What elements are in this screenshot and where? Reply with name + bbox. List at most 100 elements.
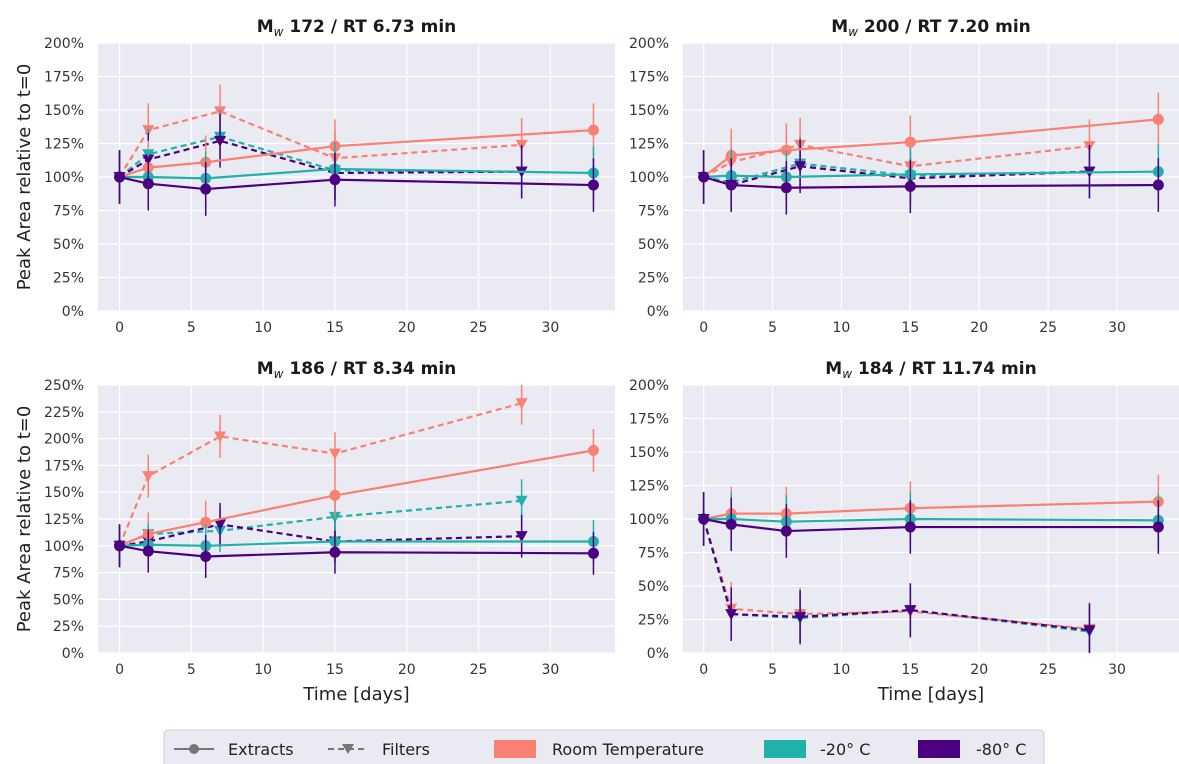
x-tick-label: 20 bbox=[398, 662, 416, 678]
series-extracts-m80 bbox=[698, 150, 1164, 215]
x-tick-label: 5 bbox=[187, 662, 196, 678]
y-tick-label: 50% bbox=[638, 579, 669, 595]
y-tick-label: 0% bbox=[647, 646, 669, 662]
legend-item-minus80: -80° C bbox=[918, 740, 1026, 759]
data-point bbox=[587, 444, 599, 456]
y-tick-label: 100% bbox=[44, 539, 84, 555]
data-point bbox=[725, 179, 737, 191]
y-tick-label: 75% bbox=[638, 546, 669, 562]
data-point bbox=[200, 183, 212, 195]
x-tick-label: 25 bbox=[470, 320, 488, 336]
legend-extracts-marker bbox=[189, 744, 199, 754]
data-point bbox=[794, 161, 807, 173]
y-tick-label: 100% bbox=[629, 512, 669, 528]
y-tick-label: 50% bbox=[638, 237, 669, 253]
x-tick-label: 30 bbox=[1108, 320, 1126, 336]
data-point bbox=[587, 124, 599, 136]
panel-title-sub: w bbox=[274, 25, 284, 39]
data-point bbox=[214, 519, 227, 531]
y-tick-label: 100% bbox=[44, 170, 84, 186]
data-point bbox=[214, 135, 227, 147]
data-point bbox=[328, 448, 341, 460]
data-point bbox=[725, 609, 738, 621]
x-tick-label: 15 bbox=[326, 662, 344, 678]
x-tick-label: 10 bbox=[254, 662, 272, 678]
panel-title-sub: w bbox=[274, 367, 284, 381]
panel-title-rest: 172 / RT 6.73 min bbox=[283, 17, 456, 37]
data-point bbox=[1152, 113, 1164, 125]
data-point bbox=[515, 531, 528, 543]
panel-title-rest: 200 / RT 7.20 min bbox=[858, 17, 1031, 37]
x-tick-label: 5 bbox=[768, 662, 777, 678]
series-line bbox=[118, 110, 522, 178]
data-point bbox=[587, 179, 599, 191]
panel-3: 0% 25% 50% 75% 100% 125% 150% 175% 200% 225% 250% 0… bbox=[14, 359, 615, 705]
legend-frame bbox=[163, 729, 1045, 764]
y-axis-label: Peak Area relative to t=0 bbox=[14, 64, 35, 291]
data-point bbox=[698, 171, 710, 183]
y-tick-label: 175% bbox=[629, 70, 669, 86]
x-tick-label: 0 bbox=[115, 320, 124, 336]
data-point bbox=[794, 611, 807, 623]
x-tick-label: 5 bbox=[768, 320, 777, 336]
y-tick-label: 175% bbox=[629, 412, 669, 428]
legend-m80-label: -80° C bbox=[976, 740, 1026, 759]
legend-filters-marker bbox=[342, 744, 354, 754]
y-tick-label: 25% bbox=[53, 271, 84, 287]
data-point bbox=[142, 545, 154, 557]
x-tick-label: 0 bbox=[115, 662, 124, 678]
data-point bbox=[328, 511, 341, 523]
y-tick-label: 125% bbox=[629, 137, 669, 153]
y-tick-label: 200% bbox=[629, 36, 669, 52]
x-tick-label: 0 bbox=[699, 320, 708, 336]
data-point bbox=[114, 540, 126, 552]
data-point bbox=[780, 525, 792, 537]
x-tick-label: 15 bbox=[326, 320, 344, 336]
y-tick-label: 150% bbox=[629, 103, 669, 119]
y-tick-label: 0% bbox=[62, 304, 84, 320]
x-tick-label: 25 bbox=[470, 662, 488, 678]
x-tick-label: 5 bbox=[187, 320, 196, 336]
y-tick-label: 125% bbox=[629, 479, 669, 495]
x-tick-label: 30 bbox=[541, 320, 559, 336]
legend-m20-swatch bbox=[764, 740, 806, 758]
x-tick-label: 25 bbox=[1039, 320, 1057, 336]
y-tick-label: 200% bbox=[44, 432, 84, 448]
panel-title-main: M bbox=[257, 17, 274, 37]
y-axis-label: Peak Area relative to t=0 bbox=[14, 406, 35, 633]
y-tick-label: 175% bbox=[44, 70, 84, 86]
data-point bbox=[1083, 625, 1096, 637]
panel-title-rest: 184 / RT 11.74 min bbox=[852, 359, 1037, 379]
y-tick-label: 175% bbox=[44, 458, 84, 474]
x-tick-label: 30 bbox=[1108, 662, 1126, 678]
data-point bbox=[142, 471, 155, 483]
legend-extracts-label: Extracts bbox=[228, 740, 294, 759]
panel-title-main: M bbox=[257, 359, 274, 379]
panel-title-main: M bbox=[825, 359, 842, 379]
data-point bbox=[725, 518, 737, 530]
y-tick-label: 25% bbox=[53, 619, 84, 635]
legend-rt-swatch bbox=[494, 740, 536, 758]
data-point bbox=[904, 136, 916, 148]
data-point bbox=[1152, 521, 1164, 533]
x-tick-label: 30 bbox=[541, 662, 559, 678]
legend-m20-label: -20° C bbox=[820, 740, 870, 759]
y-tick-label: 75% bbox=[53, 204, 84, 220]
data-point bbox=[515, 495, 528, 507]
legend-filters-label: Filters bbox=[382, 740, 430, 759]
x-tick-label: 25 bbox=[1039, 662, 1057, 678]
data-point bbox=[214, 431, 227, 443]
x-tick-label: 20 bbox=[398, 320, 416, 336]
panels: 0%25%50%75%100%125%150%175%200%0 5 10 15 20 2… bbox=[14, 17, 1179, 705]
panel-title: Mw 186 / RT 8.34 min bbox=[257, 359, 457, 381]
y-tick-label: 250% bbox=[44, 378, 84, 394]
legend: Extracts Filters Room Temperature -20° C… bbox=[163, 729, 1045, 764]
panel-1: 0% 25% 50% 75% 100% 125% 150% 175% 200% 0 5 10 15 20 2… bbox=[14, 17, 615, 336]
panel-title-main: M bbox=[831, 17, 848, 37]
data-point bbox=[698, 513, 710, 525]
panel-title: Mw 172 / RT 6.73 min bbox=[257, 17, 457, 39]
series-line bbox=[118, 402, 522, 547]
x-tick-label: 0 bbox=[699, 662, 708, 678]
data-point bbox=[200, 551, 212, 563]
